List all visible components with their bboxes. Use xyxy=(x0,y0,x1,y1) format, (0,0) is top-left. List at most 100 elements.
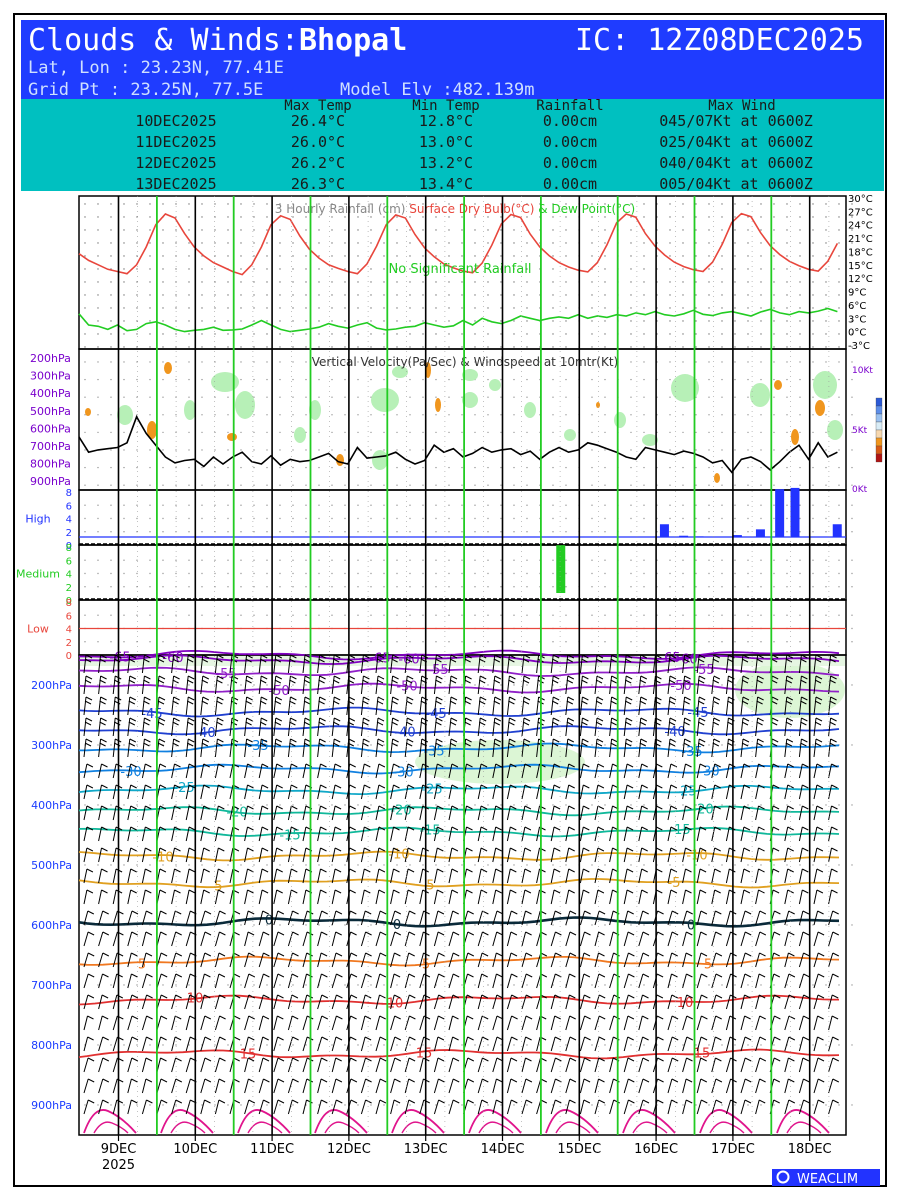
grid-dot xyxy=(500,924,501,925)
grid-dot xyxy=(383,924,384,925)
grid-dot xyxy=(630,924,631,925)
grid-dot xyxy=(396,281,397,282)
grid-dot xyxy=(773,229,774,230)
grid-dot xyxy=(513,573,514,574)
grid-dot xyxy=(760,518,761,519)
grid-dot xyxy=(773,615,774,616)
grid-dot xyxy=(838,467,839,468)
grid-dot xyxy=(669,518,670,519)
grid-dot xyxy=(669,361,670,362)
grid-dot xyxy=(344,573,345,574)
grid-dot xyxy=(292,641,293,642)
grid-dot xyxy=(461,432,462,433)
grid-dot xyxy=(747,531,748,532)
grid-dot xyxy=(838,414,839,415)
grid-dot xyxy=(331,242,332,243)
grid-dot xyxy=(318,294,319,295)
grid-dot xyxy=(97,242,98,243)
grid-dot xyxy=(279,229,280,230)
grid-dot xyxy=(305,573,306,574)
grid-dot xyxy=(123,573,124,574)
grid-dot xyxy=(487,560,488,561)
grid-dot xyxy=(253,255,254,256)
grid-dot xyxy=(630,268,631,269)
grid-dot xyxy=(487,641,488,642)
grid-dot xyxy=(383,641,384,642)
grid-dot xyxy=(162,467,163,468)
grid-dot xyxy=(253,804,254,805)
grid-dot xyxy=(162,397,163,398)
grid-dot xyxy=(422,804,423,805)
grid-dot xyxy=(773,255,774,256)
grid-dot xyxy=(331,560,332,561)
grid-dot xyxy=(630,333,631,334)
grid-dot xyxy=(201,379,202,380)
grid-dot xyxy=(188,216,189,217)
grid-dot xyxy=(344,216,345,217)
grid-dot xyxy=(435,255,436,256)
colorbar-swatch xyxy=(876,414,882,422)
grid-dot xyxy=(669,864,670,865)
grid-dot xyxy=(201,346,202,347)
grid-dot xyxy=(149,242,150,243)
grid-dot xyxy=(721,744,722,745)
grid-dot xyxy=(812,560,813,561)
contour-label: -35 xyxy=(423,745,444,760)
grid-dot xyxy=(383,449,384,450)
contour-label: -25 xyxy=(675,785,696,800)
grid-dot xyxy=(591,531,592,532)
grid-dot xyxy=(526,586,527,587)
grid-dot xyxy=(552,924,553,925)
grid-dot xyxy=(409,1104,410,1105)
vv-descent-patch xyxy=(750,383,770,407)
grid-dot xyxy=(747,346,748,347)
grid-dot xyxy=(630,531,631,532)
grid-dot xyxy=(84,467,85,468)
grid-dot xyxy=(760,361,761,362)
grid-dot xyxy=(565,255,566,256)
grid-dot xyxy=(760,573,761,574)
grid-dot xyxy=(435,379,436,380)
grid-dot xyxy=(201,467,202,468)
grid-dot xyxy=(487,615,488,616)
grid-dot xyxy=(110,397,111,398)
grid-dot xyxy=(474,1104,475,1105)
grid-dot xyxy=(552,216,553,217)
grid-dot xyxy=(565,379,566,380)
grid-dot xyxy=(422,531,423,532)
grid-dot xyxy=(188,294,189,295)
grid-dot xyxy=(305,531,306,532)
grid-dot xyxy=(253,333,254,334)
grid-dot xyxy=(149,864,150,865)
grid-dot xyxy=(786,518,787,519)
grid-dot xyxy=(682,1104,683,1105)
grid-dot xyxy=(851,586,852,587)
grid-dot xyxy=(825,229,826,230)
grid-dot xyxy=(357,586,358,587)
grid-dot xyxy=(448,586,449,587)
grid-dot xyxy=(305,804,306,805)
grid-dot xyxy=(214,467,215,468)
grid-dot xyxy=(266,307,267,308)
grid-dot xyxy=(773,518,774,519)
grid-dot xyxy=(708,414,709,415)
grid-dot xyxy=(526,294,527,295)
grid-dot xyxy=(162,1104,163,1105)
grid-dot xyxy=(799,586,800,587)
grid-dot xyxy=(799,531,800,532)
grid-dot xyxy=(565,346,566,347)
grid-dot xyxy=(513,531,514,532)
grid-dot xyxy=(799,414,800,415)
grid-dot xyxy=(396,615,397,616)
grid-dot xyxy=(773,864,774,865)
grid-dot xyxy=(513,346,514,347)
grid-dot xyxy=(526,307,527,308)
grid-dot xyxy=(773,281,774,282)
grid-dot xyxy=(422,229,423,230)
grid-dot xyxy=(227,684,228,685)
grid-dot xyxy=(240,449,241,450)
grid-dot xyxy=(838,255,839,256)
grid-dot xyxy=(669,804,670,805)
grid-dot xyxy=(162,432,163,433)
grid-dot xyxy=(214,229,215,230)
